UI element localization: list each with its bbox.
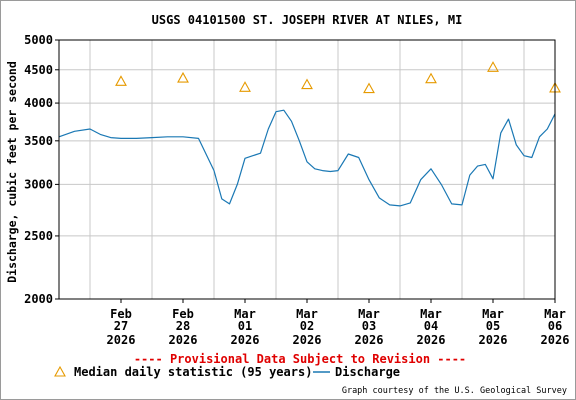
median-marker [301,78,313,90]
y-tick-label: 2500 [24,229,53,243]
y-tick-label: 5000 [24,33,53,47]
plot-area [58,39,556,300]
credit-text: Graph courtesy of the U.S. Geological Su… [342,386,567,396]
x-axis-ticks: Feb272026Feb282026Mar012026Mar022026Mar0… [107,299,570,347]
y-axis-ticks: 2000 2500 3000 3500 4000 4500 5000 [24,33,59,306]
x-tick-label-month: Feb [172,307,194,321]
x-tick-label-year: 2026 [541,333,570,347]
x-tick-label-year: 2026 [231,333,260,347]
x-tick-label-day: 27 [114,319,128,333]
x-tick-label-day: 28 [176,319,190,333]
x-tick-label-month: Mar [420,307,442,321]
x-tick-label-day: 03 [362,319,376,333]
x-tick-label-year: 2026 [107,333,136,347]
x-tick-label-month: Mar [234,307,256,321]
x-tick-label-year: 2026 [417,333,446,347]
x-tick-label-year: 2026 [355,333,384,347]
x-tick-label-year: 2026 [479,333,508,347]
legend: Median daily statistic (95 years) Dischar… [54,365,400,379]
x-tick-label-month: Mar [544,307,566,321]
y-tick-label: 2000 [24,292,53,306]
y-axis-label: Discharge, cubic feet per second [5,61,19,283]
x-tick-label-day: 06 [548,319,562,333]
legend-label-median: Median daily statistic (95 years) [74,365,312,379]
median-marker [239,81,251,92]
y-tick-label: 3500 [24,134,53,148]
x-tick-label-month: Mar [482,307,504,321]
series [58,61,561,207]
x-tick-label-month: Mar [358,307,380,321]
x-tick-label-year: 2026 [169,333,198,347]
y-tick-label: 3000 [24,177,53,191]
y-tick-label: 4500 [24,63,53,77]
median-marker [363,82,375,94]
median-marker [115,75,127,86]
median-marker [177,71,189,83]
x-tick-label-day: 02 [300,319,314,333]
x-tick-label-day: 01 [238,319,252,333]
provisional-notice: ---- Provisional Data Subject to Revisio… [134,352,466,366]
legend-triangle-icon [54,365,66,377]
x-tick-label-year: 2026 [293,333,322,347]
chart-title: USGS 04101500 ST. JOSEPH RIVER AT NILES,… [152,13,463,27]
median-marker [425,72,437,84]
median-marker [487,61,499,72]
y-tick-label: 4000 [24,96,53,110]
x-tick-label-day: 04 [424,319,438,333]
x-tick-label-month: Feb [110,307,132,321]
discharge-line [58,109,556,207]
x-tick-label-day: 05 [486,319,500,333]
legend-label-discharge: Discharge [335,365,400,379]
x-tick-label-month: Mar [296,307,318,321]
